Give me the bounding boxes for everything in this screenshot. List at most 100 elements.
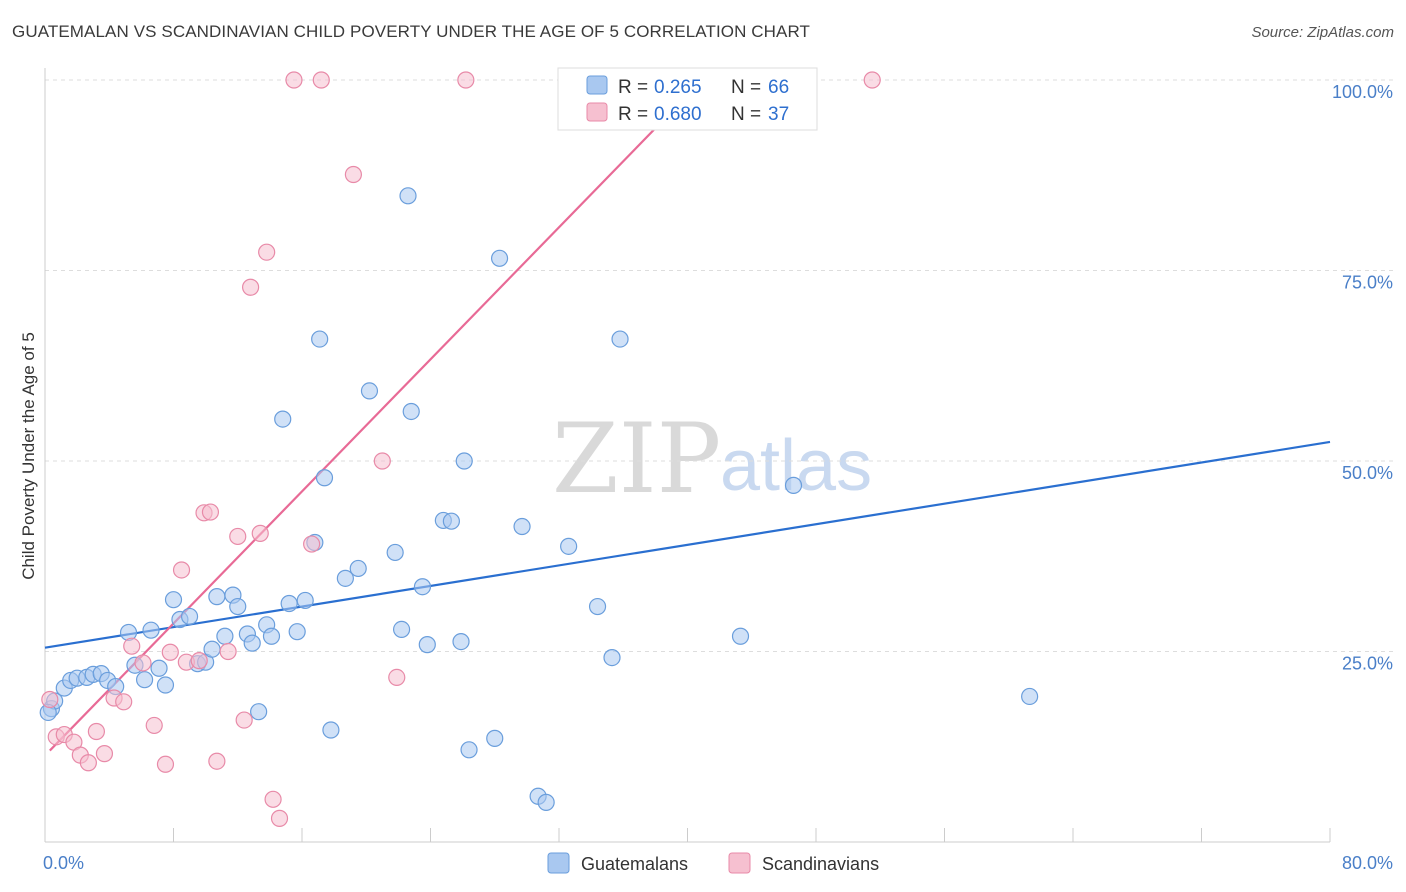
point-scandinavians-17 [190, 652, 208, 670]
watermark-zip: ZIP [552, 403, 721, 515]
point-scandinavians-21 [219, 642, 237, 661]
point-guatemalans-21 [203, 640, 221, 658]
data-points [39, 71, 1039, 827]
legend-swatch-scandinavians [586, 102, 608, 122]
point-guatemalans-34 [296, 591, 314, 610]
point-scandinavians-6 [87, 722, 106, 741]
point-guatemalans-45 [402, 402, 420, 421]
point-scandinavians-10 [123, 637, 141, 655]
point-guatemalans-12 [135, 671, 154, 689]
chart-title: GUATEMALAN VS SCANDINAVIAN CHILD POVERTY… [12, 22, 811, 41]
point-scandinavians-32 [344, 165, 362, 184]
point-guatemalans-38 [322, 721, 340, 739]
legend-r-value-guatemalans: 0.265 [654, 77, 702, 98]
point-guatemalans-31 [274, 410, 292, 428]
point-scandinavians-33 [373, 452, 391, 470]
y-tick-label-50: 50.0% [1342, 463, 1393, 483]
point-scandinavians-5 [79, 754, 97, 772]
point-guatemalans-53 [486, 729, 504, 747]
point-scandinavians-15 [172, 561, 191, 579]
point-guatemalans-25 [229, 597, 247, 616]
point-scandinavians-35 [457, 71, 475, 89]
bottom-legend-label-scandinavians: Scandinavians [762, 854, 879, 874]
point-guatemalans-51 [455, 452, 473, 470]
point-guatemalans-16 [164, 591, 183, 609]
point-scandinavians-12 [145, 716, 163, 735]
point-scandinavians-36 [863, 71, 881, 89]
source-label: Source: ZipAtlas.com [1251, 24, 1394, 41]
y-tick-label-75: 75.0% [1342, 273, 1393, 293]
point-scandinavians-26 [258, 243, 276, 261]
point-scandinavians-25 [251, 524, 269, 542]
y-axis-label: Child Poverty Under the Age of 5 [19, 332, 38, 580]
point-guatemalans-30 [262, 627, 281, 645]
point-guatemalans-47 [418, 636, 436, 654]
point-guatemalans-63 [784, 476, 803, 494]
point-guatemalans-54 [490, 249, 509, 267]
y-tick-labels: 25.0% 50.0% 75.0% 100.0% [1332, 82, 1393, 674]
point-guatemalans-60 [603, 648, 621, 667]
point-guatemalans-27 [243, 634, 261, 652]
x-tick-label-max: 80.0% [1342, 853, 1393, 873]
legend-n-label-scandinavians: N = [731, 104, 761, 125]
bottom-legend: Guatemalans Scandinavians [547, 852, 879, 874]
x-tick-label-min: 0.0% [43, 853, 84, 873]
point-scandinavians-7 [95, 745, 114, 763]
point-scandinavians-23 [235, 711, 253, 729]
point-guatemalans-22 [208, 588, 226, 606]
legend-r-label-scandinavians: R = [618, 104, 648, 125]
point-guatemalans-13 [142, 621, 160, 639]
point-guatemalans-33 [288, 623, 306, 641]
legend: R = 0.265 N = 66 R = 0.680 N = 37 [557, 67, 818, 131]
point-guatemalans-37 [315, 469, 334, 487]
point-scandinavians-13 [156, 755, 175, 773]
point-scandinavians-28 [270, 809, 289, 827]
watermark-atlas: atlas [720, 426, 872, 506]
legend-n-value-scandinavians: 37 [768, 104, 789, 125]
point-guatemalans-52 [460, 741, 478, 759]
point-guatemalans-58 [560, 537, 578, 555]
point-guatemalans-23 [216, 627, 234, 645]
legend-swatch-guatemalans [586, 75, 608, 95]
point-guatemalans-59 [588, 597, 607, 616]
y-tick-label-25: 25.0% [1342, 654, 1393, 674]
point-scandinavians-19 [201, 503, 220, 521]
point-scandinavians-29 [285, 71, 303, 89]
point-guatemalans-44 [399, 187, 417, 205]
point-scandinavians-30 [303, 535, 321, 553]
point-guatemalans-18 [180, 607, 199, 626]
point-guatemalans-14 [150, 659, 168, 677]
point-scandinavians-31 [312, 71, 330, 89]
point-guatemalans-43 [392, 620, 411, 639]
point-scandinavians-9 [115, 693, 133, 711]
legend-r-label-guatemalans: R = [618, 77, 648, 98]
point-guatemalans-55 [513, 517, 531, 536]
point-guatemalans-28 [250, 703, 268, 721]
point-guatemalans-36 [311, 330, 329, 348]
point-scandinavians-34 [388, 668, 406, 687]
bottom-legend-swatch-scandinavians [728, 852, 751, 874]
point-guatemalans-64 [1021, 687, 1039, 706]
point-guatemalans-15 [156, 676, 175, 694]
point-guatemalans-42 [386, 543, 404, 562]
gridlines [45, 79, 1393, 652]
point-guatemalans-32 [280, 594, 298, 613]
point-guatemalans-46 [413, 578, 432, 596]
bottom-legend-swatch-guatemalans [547, 852, 570, 874]
y-tick-label-100: 100.0% [1332, 82, 1393, 102]
trend-lines [44, 94, 1331, 752]
point-scandinavians-20 [208, 752, 226, 770]
point-guatemalans-41 [360, 382, 379, 400]
legend-r-value-scandinavians: 0.680 [654, 104, 702, 125]
point-scandinavians-22 [229, 527, 247, 546]
point-guatemalans-49 [442, 512, 460, 530]
legend-n-label-guatemalans: N = [731, 77, 761, 98]
point-scandinavians-0 [41, 690, 59, 709]
legend-n-value-guatemalans: 66 [768, 77, 789, 98]
point-scandinavians-11 [134, 654, 152, 672]
trend-line-scandinavians [49, 94, 689, 752]
point-guatemalans-57 [537, 793, 555, 811]
point-guatemalans-62 [731, 627, 750, 645]
point-guatemalans-40 [349, 559, 367, 578]
point-guatemalans-39 [336, 569, 354, 587]
